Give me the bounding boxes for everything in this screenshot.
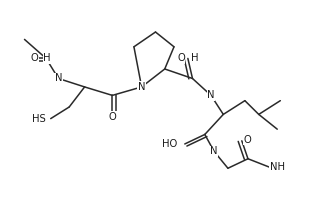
Text: N: N	[207, 90, 215, 100]
Text: HO: HO	[162, 139, 177, 149]
Text: N: N	[55, 73, 62, 83]
Text: N: N	[138, 82, 145, 92]
Text: N: N	[210, 146, 218, 156]
Text: O: O	[177, 54, 185, 63]
Text: O: O	[30, 54, 38, 63]
Text: H: H	[43, 54, 51, 63]
Text: H: H	[191, 54, 198, 63]
Text: O: O	[243, 135, 251, 145]
Text: NH: NH	[270, 162, 285, 172]
Text: HS: HS	[32, 114, 46, 124]
Text: O: O	[109, 111, 116, 122]
